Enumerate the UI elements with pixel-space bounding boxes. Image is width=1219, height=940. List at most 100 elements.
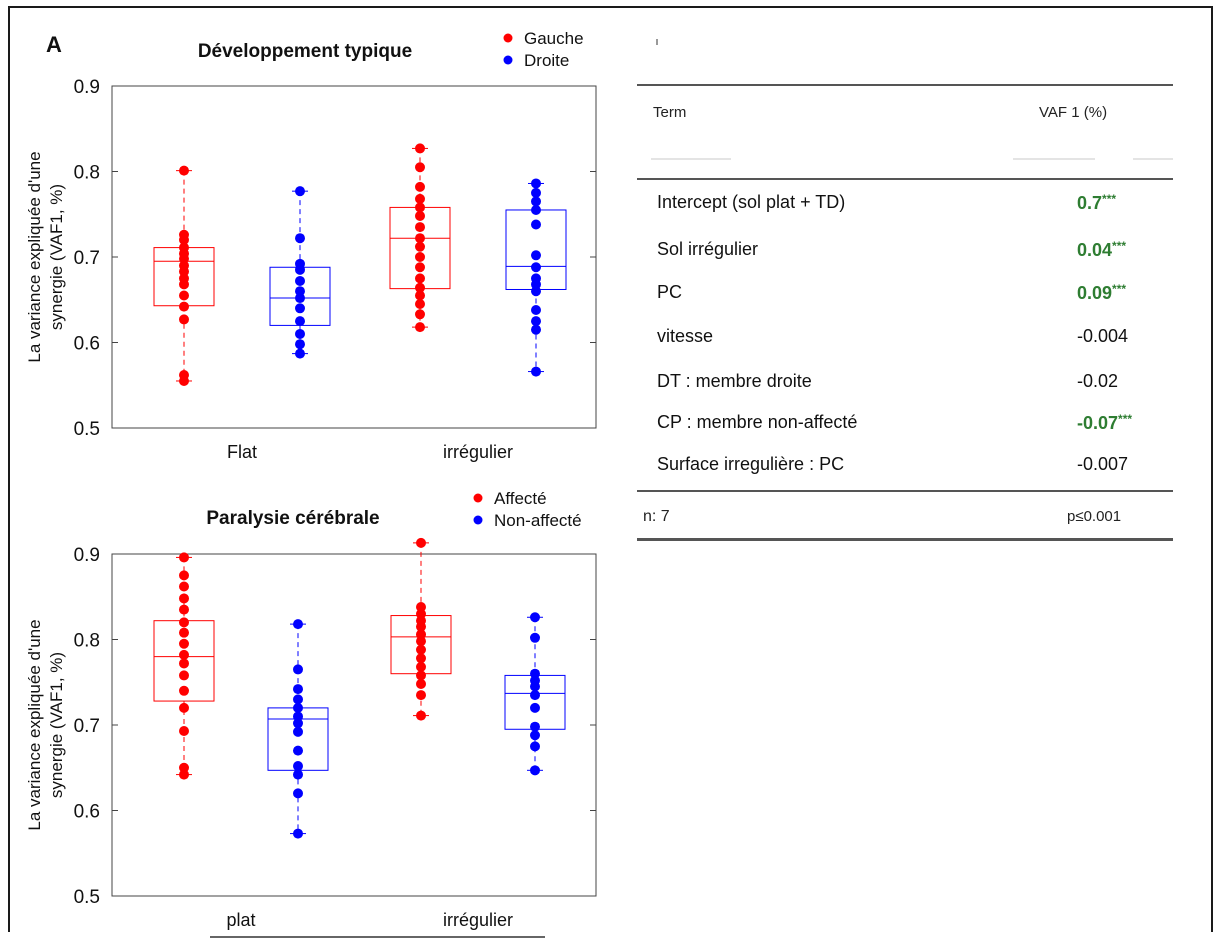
data-point (179, 638, 189, 649)
y-tick-label: 0.6 (74, 802, 100, 823)
y-axis-label: La variance expliquée d'une (25, 619, 44, 830)
data-point (415, 222, 425, 233)
significance-stars: *** (1102, 192, 1117, 206)
x-category-label: irrégulier (443, 910, 513, 930)
data-point (415, 202, 425, 213)
data-point (416, 629, 426, 640)
table-row: PC 0.09*** (637, 282, 1173, 312)
data-point (179, 229, 189, 240)
row-term: CP : membre non-affecté (657, 412, 858, 432)
row-value-number: -0.07 (1077, 413, 1119, 433)
data-point (415, 181, 425, 192)
data-point (531, 204, 541, 215)
data-point (179, 301, 189, 312)
data-point (530, 721, 540, 732)
data-point (295, 275, 305, 286)
data-point (179, 290, 189, 301)
table-top-rule (637, 84, 1173, 86)
data-point (179, 604, 189, 615)
data-point (416, 710, 426, 721)
data-point (293, 711, 303, 722)
panel-label: A (46, 32, 62, 57)
data-point (415, 252, 425, 262)
faded-line (651, 158, 731, 160)
data-point (295, 328, 305, 339)
data-point (530, 765, 540, 776)
faded-line (1013, 158, 1095, 160)
row-value-number: -0.007 (1077, 454, 1129, 474)
data-point (295, 293, 305, 304)
table-footer-p: p≤0.001 (1067, 508, 1122, 525)
y-axis-label: synergie (VAF1, %) (47, 652, 66, 798)
row-term: DT : membre droite (657, 371, 812, 391)
data-point (179, 369, 189, 380)
data-point (531, 316, 541, 327)
row-term: vitesse (657, 326, 714, 346)
data-point (179, 670, 189, 681)
data-point (293, 788, 303, 799)
y-tick-label: 0.5 (74, 419, 100, 440)
x-category-label: Flat (227, 442, 257, 462)
data-point (179, 649, 189, 660)
data-point (293, 761, 303, 772)
bottom-rule (210, 936, 545, 938)
data-point (415, 322, 425, 333)
data-point (179, 627, 189, 638)
data-point (179, 314, 189, 325)
table-bottom-rule (637, 538, 1173, 541)
table-footer-rule (637, 490, 1173, 492)
row-term: Sol irrégulier (657, 239, 759, 259)
data-point (179, 685, 189, 696)
data-point (415, 262, 425, 273)
y-tick-label: 0.8 (74, 163, 100, 184)
data-point (531, 196, 541, 207)
data-point (293, 726, 303, 737)
data-point (530, 632, 540, 643)
data-point (531, 187, 541, 198)
row-value-number: 0.7 (1077, 193, 1103, 213)
data-point (531, 262, 541, 273)
data-point (179, 725, 189, 736)
data-point (530, 675, 540, 686)
data-point (179, 165, 189, 176)
table-row: Sol irrégulier 0.04*** (637, 239, 1173, 269)
data-point (415, 143, 425, 154)
data-point (179, 273, 189, 284)
data-point (415, 273, 425, 284)
row-term: PC (657, 282, 683, 302)
data-point (293, 664, 303, 675)
data-point (415, 290, 425, 301)
data-point (531, 305, 541, 316)
data-point (530, 668, 540, 679)
legend-label: Gauche (524, 29, 584, 48)
data-point (295, 186, 305, 197)
x-category-label: plat (226, 910, 255, 930)
data-point (179, 769, 189, 780)
table-row: Intercept (sol plat + TD) 0.7*** (637, 192, 1173, 222)
table-row: Surface irregulière : PC -0.007 (637, 454, 1173, 484)
x-category-label: irrégulier (443, 442, 513, 462)
data-point (415, 193, 425, 204)
data-point (416, 653, 426, 664)
data-point (179, 260, 189, 271)
data-point (179, 702, 189, 713)
data-point (295, 233, 305, 244)
row-value-number: -0.004 (1077, 326, 1129, 346)
data-point (530, 702, 540, 713)
data-point (179, 617, 189, 628)
figure-frame (8, 6, 1213, 932)
y-axis-label: synergie (VAF1, %) (47, 184, 66, 330)
row-value: -0.07*** (1077, 412, 1132, 434)
row-value: -0.007 (1077, 454, 1128, 475)
data-point (179, 762, 189, 773)
legend-marker (503, 55, 513, 65)
legend-label: Droite (524, 51, 569, 70)
chart-title: Paralysie cérébrale (206, 508, 379, 529)
data-point (416, 661, 426, 672)
data-point (531, 286, 541, 297)
data-point (531, 273, 541, 284)
table-header-rule (637, 178, 1173, 180)
data-point (416, 678, 426, 689)
data-point (415, 282, 425, 293)
data-point (295, 316, 305, 327)
